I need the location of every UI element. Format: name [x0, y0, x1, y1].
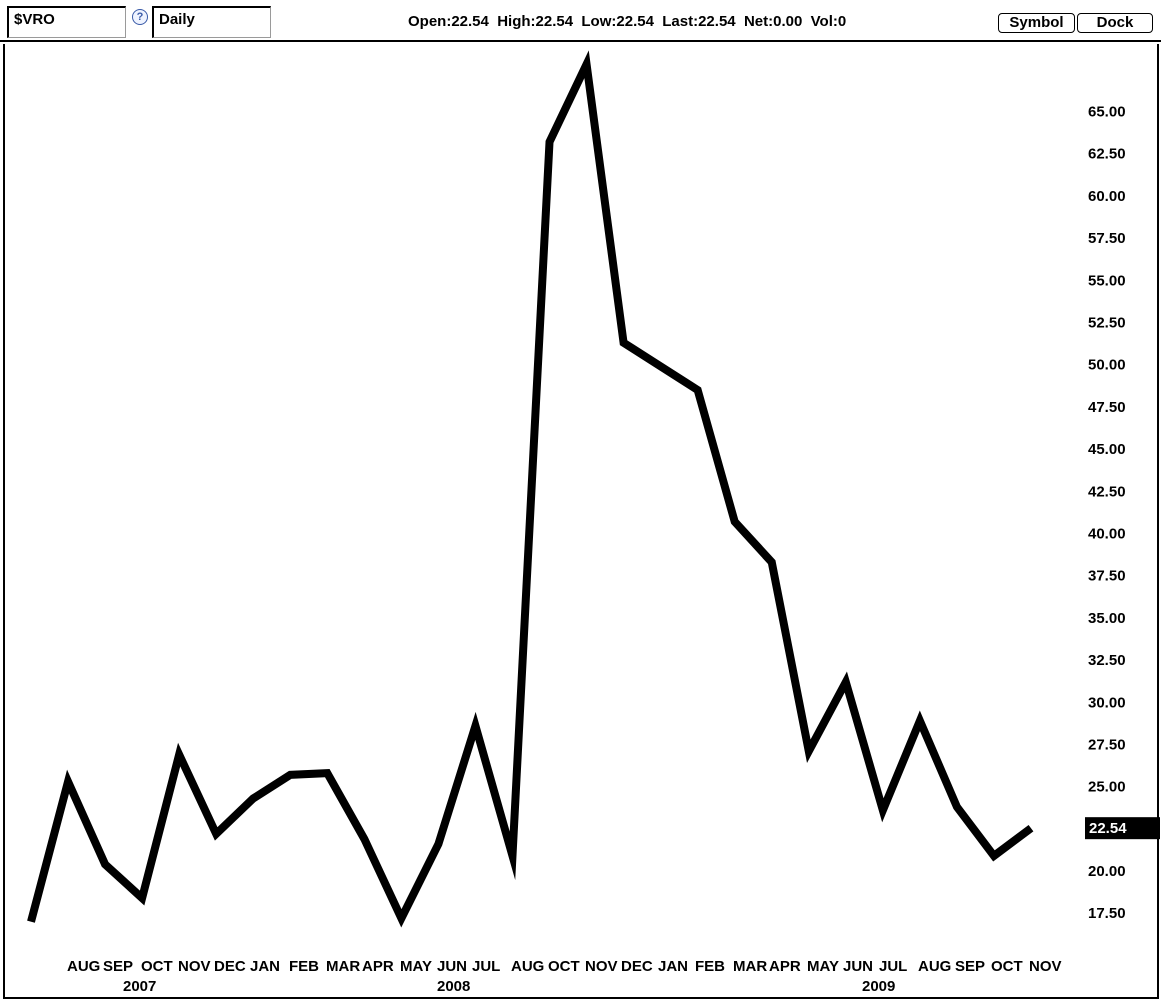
- x-tick-label: OCT: [991, 958, 1023, 975]
- x-tick-label: MAR: [326, 958, 360, 975]
- y-tick-label: 60.00: [1088, 188, 1126, 205]
- x-tick-label: SEP: [955, 958, 985, 975]
- x-tick-label: NOV: [178, 958, 211, 975]
- symbol-button[interactable]: Symbol: [998, 13, 1075, 33]
- y-tick-label: 42.50: [1088, 483, 1126, 500]
- x-tick-label: AUG: [511, 958, 544, 975]
- y-tick-label: 20.00: [1088, 863, 1126, 880]
- x-tick-label: JUN: [843, 958, 873, 975]
- y-tick-label: 47.50: [1088, 399, 1126, 416]
- chart-frame: [3, 44, 1159, 999]
- y-tick-label: 25.00: [1088, 779, 1126, 796]
- x-tick-label: JAN: [250, 958, 280, 975]
- y-tick-label: 55.00: [1088, 272, 1126, 289]
- y-axis: 17.5020.0022.5025.0027.5030.0032.5035.00…: [1088, 104, 1126, 923]
- x-tick-label: DEC: [621, 958, 653, 975]
- x-tick-label: MAR: [733, 958, 767, 975]
- x-tick-label: OCT: [141, 958, 173, 975]
- x-tick-label: MAY: [400, 958, 432, 975]
- dock-button[interactable]: Dock: [1077, 13, 1153, 33]
- y-tick-label: 62.50: [1088, 146, 1126, 163]
- last-value-label: 22.54: [1089, 820, 1127, 837]
- x-year-label: 2007: [123, 978, 156, 995]
- x-tick-label: NOV: [1029, 958, 1062, 975]
- x-tick-label: JAN: [658, 958, 688, 975]
- x-tick-label: OCT: [548, 958, 580, 975]
- y-tick-label: 45.00: [1088, 441, 1126, 458]
- x-tick-label: MAY: [807, 958, 839, 975]
- x-year-label: 2009: [862, 978, 895, 995]
- x-tick-label: JUL: [879, 958, 907, 975]
- quote-readout: Open:22.54 High:22.54 Low:22.54 Last:22.…: [408, 13, 847, 30]
- y-tick-label: 17.50: [1088, 905, 1126, 922]
- last-value-marker: 22.54: [1085, 817, 1160, 840]
- y-tick-label: 50.00: [1088, 357, 1126, 374]
- y-tick-label: 52.50: [1088, 314, 1126, 331]
- y-tick-label: 40.00: [1088, 525, 1126, 542]
- x-tick-label: AUG: [67, 958, 100, 975]
- x-year-label: 2008: [437, 978, 470, 995]
- series-line: [27, 50, 1034, 928]
- symbol-value: $VRO: [14, 11, 55, 28]
- x-tick-label: FEB: [289, 958, 319, 975]
- x-tick-label: APR: [769, 958, 801, 975]
- y-tick-label: 27.50: [1088, 736, 1126, 753]
- chart-toolbar: $VRO ? Daily Open:22.54 High:22.54 Low:2…: [0, 0, 1161, 42]
- interval-select[interactable]: Daily: [152, 6, 271, 38]
- x-tick-label: NOV: [585, 958, 618, 975]
- x-axis: AUG SEP OCT NOV DEC JAN FEB MAR APR MAY JUN JUL AUG O…: [67, 958, 1062, 995]
- series-layer: [27, 50, 1034, 928]
- last-value-badge: [1085, 817, 1160, 840]
- interval-value: Daily: [159, 11, 195, 28]
- symbol-input[interactable]: $VRO: [7, 6, 126, 38]
- x-tick-label: JUN: [437, 958, 467, 975]
- x-tick-label: AUG: [918, 958, 951, 975]
- x-tick-label: APR: [362, 958, 394, 975]
- x-tick-label: JUL: [472, 958, 500, 975]
- y-tick-label: 37.50: [1088, 568, 1126, 585]
- x-tick-label: SEP: [103, 958, 133, 975]
- x-tick-label: DEC: [214, 958, 246, 975]
- x-tick-label: FEB: [695, 958, 725, 975]
- y-tick-label: 32.50: [1088, 652, 1126, 669]
- y-tick-label: 57.50: [1088, 230, 1126, 247]
- y-tick-label: 30.00: [1088, 694, 1126, 711]
- y-tick-label: 65.00: [1088, 104, 1126, 121]
- help-icon[interactable]: ?: [132, 9, 148, 25]
- y-tick-label: 35.00: [1088, 610, 1126, 627]
